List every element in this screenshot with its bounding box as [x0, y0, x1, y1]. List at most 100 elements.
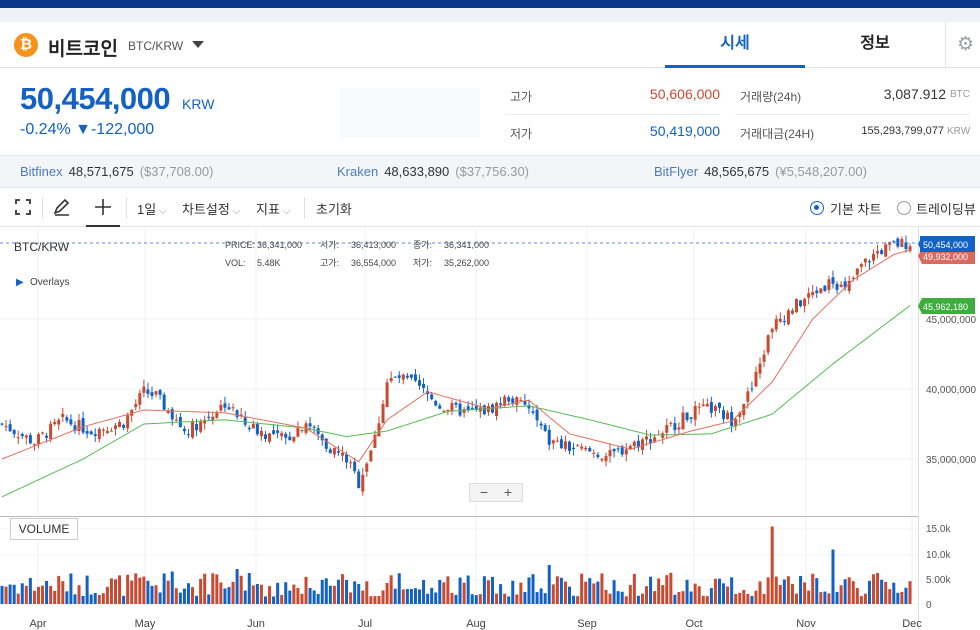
zoom-in-button[interactable]: + [503, 484, 513, 500]
candle-body [859, 264, 863, 267]
volume-bar [24, 585, 28, 604]
candle-body [827, 279, 831, 290]
gear-icon[interactable]: ⚙ [957, 34, 975, 55]
ohlc-open-label: 시가: [320, 240, 339, 250]
volume-label: 거래량(24h) [740, 90, 802, 104]
candle-body [195, 424, 199, 431]
basic-chart-label[interactable]: 기본 차트 [830, 202, 882, 217]
volume-bar [89, 594, 93, 604]
top-subbar [0, 8, 980, 22]
candle-body [539, 423, 543, 426]
candle-body [8, 424, 12, 432]
volume-bar [495, 593, 499, 604]
price-chart[interactable]: 35,000,000 40,000,000 45,000,000 Apr May Jun… [0, 227, 980, 630]
radio-tradingview[interactable] [897, 201, 911, 215]
candle-body [616, 448, 620, 450]
tab-price[interactable]: 시세 [665, 22, 805, 68]
x-tick-label: Sep [577, 618, 597, 630]
candle-body [519, 400, 523, 402]
volume-bar [182, 588, 186, 604]
price-unit: KRW [182, 96, 215, 112]
low-value: 50,419,000 [649, 123, 720, 139]
candle-body [600, 459, 604, 461]
exchange-name[interactable]: BitFlyer [654, 164, 699, 179]
volume-bar [490, 576, 494, 604]
ohlc-low-label: 저가: [413, 258, 432, 268]
toolbar-divider [304, 197, 305, 219]
volume-bar [296, 588, 300, 604]
candle-body [527, 405, 531, 409]
coin-name[interactable]: 비트코인 [48, 39, 118, 60]
candle-body [247, 427, 251, 430]
crosshair-icon[interactable] [93, 197, 113, 220]
volume-bar [847, 577, 851, 604]
volume-bar [592, 583, 596, 604]
ma-long-line [1, 305, 911, 498]
volume-bar [681, 591, 685, 604]
volume-bar [831, 549, 835, 604]
volume-bar [645, 586, 649, 604]
pencil-icon[interactable] [52, 198, 72, 221]
volume-bar [235, 569, 239, 604]
candle-body [191, 421, 195, 438]
candle-body [568, 441, 571, 451]
volume-bar [722, 583, 726, 604]
candle-body [442, 410, 446, 412]
stat-divider [505, 114, 720, 115]
ma-short-line [1, 249, 911, 463]
volume-bar [661, 585, 665, 604]
candle-body [381, 404, 385, 423]
candle-body [669, 422, 673, 424]
volume-tick-label: 0 [926, 600, 932, 611]
volume-bar [345, 579, 349, 604]
volume-bar [576, 596, 580, 604]
candle-body [892, 241, 896, 243]
volume-bar [482, 576, 486, 604]
volume-bar [811, 573, 815, 604]
candle-body [255, 424, 259, 435]
interval-select[interactable]: 1일 ⌵ [137, 202, 167, 217]
volume-bar [211, 573, 215, 604]
radio-basic-chart[interactable] [810, 201, 824, 215]
exchange-name[interactable]: Kraken [337, 164, 379, 179]
candle-body [645, 436, 649, 440]
volume-bar [762, 593, 766, 604]
tradingview-label[interactable]: 트레이딩뷰 [916, 202, 976, 217]
volume-bar [126, 574, 130, 604]
volume-bar [434, 592, 438, 604]
candle-body [470, 408, 474, 410]
candle-body [770, 328, 774, 333]
top-nav-bar [0, 0, 980, 8]
volume-bar [85, 575, 89, 604]
candle-body [170, 409, 174, 420]
volume-bar [243, 590, 247, 604]
volume-bar [276, 582, 280, 604]
exchange-name[interactable]: Bitfinex [20, 164, 63, 179]
x-tick-label: Apr [29, 618, 46, 630]
indicators-menu[interactable]: 지표 ⌵ [256, 202, 291, 217]
volume-bar [109, 578, 113, 604]
candle-body [259, 430, 263, 437]
candle-body [790, 310, 794, 314]
candle-body [272, 430, 276, 434]
volume-bar [665, 575, 669, 604]
coin-header: ₿ 비트코인 BTC/KRW 시세 정보 ⚙ [0, 22, 980, 68]
candle-body [795, 299, 798, 313]
candle-body [730, 412, 734, 426]
ohlc-close-value: 36,341,000 [444, 240, 489, 250]
candle-body [385, 382, 389, 407]
tab-info[interactable]: 정보 [860, 35, 890, 52]
volume-bar [685, 579, 689, 604]
reset-button[interactable]: 초기화 [316, 202, 352, 217]
x-tick-label: Nov [796, 618, 816, 630]
candle-body [434, 400, 438, 406]
fullscreen-icon[interactable] [14, 198, 32, 219]
volume-bar [65, 591, 69, 604]
volume-bar [790, 583, 794, 604]
chart-settings-menu[interactable]: 차트설정 ⌵ [182, 202, 241, 217]
chevron-down-icon[interactable] [192, 41, 204, 48]
ohlc-price-value: 36,341,000 [257, 240, 302, 250]
candle-body [543, 425, 547, 431]
zoom-out-button[interactable]: − [479, 484, 489, 500]
volume-bar [462, 582, 466, 604]
